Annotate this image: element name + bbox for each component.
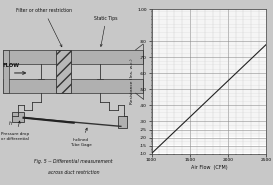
Bar (3, 79, 143, 93)
Text: Pressure drop
or differential: Pressure drop or differential (1, 121, 29, 141)
Bar (3, 50, 143, 64)
Text: h: h (9, 121, 12, 126)
Text: Static Tips: Static Tips (94, 16, 118, 47)
Text: FLOW: FLOW (3, 63, 20, 68)
Text: Filter or other restriction: Filter or other restriction (16, 8, 72, 47)
Bar (12, 112, 23, 122)
Text: Inclined
Tube Gage: Inclined Tube Gage (70, 128, 92, 147)
Text: across duct restriction: across duct restriction (48, 170, 99, 175)
X-axis label: Air Flow  (CFM): Air Flow (CFM) (191, 165, 227, 170)
Text: Fig. 5 -- Differential measurement: Fig. 5 -- Differential measurement (34, 159, 113, 164)
Bar (3, 50, 9, 93)
Y-axis label: Resistance (Ins. w.c.): Resistance (Ins. w.c.) (130, 59, 134, 104)
Bar (118, 116, 127, 128)
Bar (56, 50, 71, 93)
